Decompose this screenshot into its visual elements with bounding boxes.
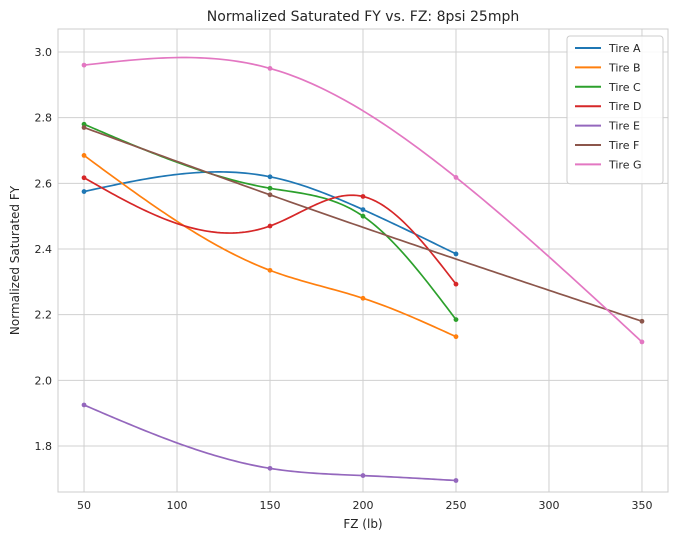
plot-frame xyxy=(57,28,669,493)
legend-label-tire-c: Tire C xyxy=(608,81,641,94)
legend-label-tire-g: Tire G xyxy=(608,158,642,171)
x-tick-label: 250 xyxy=(445,499,466,512)
data-point-tire-c xyxy=(81,121,87,127)
data-point-tire-d xyxy=(81,175,87,181)
y-axis-label: Normalized Saturated FY xyxy=(8,185,22,335)
y-tick-label: 1.8 xyxy=(35,440,53,453)
y-tick-label: 2.2 xyxy=(35,309,53,322)
data-point-tire-g xyxy=(267,66,273,71)
data-point-tire-a xyxy=(360,207,366,213)
legend: Tire A Tire B Tire C Tire D Tire E Tire F Tire… xyxy=(566,35,664,185)
chart-title: Normalized Saturated FY vs. FZ: 8psi 25m… xyxy=(207,9,519,25)
legend-label-tire-b: Tire B xyxy=(608,61,641,74)
x-tick-label: 100 xyxy=(167,499,188,512)
data-point-tire-b xyxy=(453,334,459,340)
y-tick-label: 2.4 xyxy=(35,243,53,256)
series-line-tire-f xyxy=(83,126,643,323)
data-point-tire-c xyxy=(360,213,366,219)
data-point-tire-g xyxy=(639,339,645,345)
data-point-tire-e xyxy=(453,478,459,483)
data-point-tire-a xyxy=(267,174,273,180)
data-point-tire-a xyxy=(81,189,87,194)
y-tick-label: 2.0 xyxy=(35,374,53,387)
x-tick-label: 50 xyxy=(77,499,91,512)
data-point-tire-e xyxy=(81,402,87,408)
legend-label-tire-a: Tire A xyxy=(608,42,641,55)
x-tick-label: 150 xyxy=(260,499,281,512)
x-axis-label: FZ (lb) xyxy=(343,517,382,531)
x-tick-label: 350 xyxy=(631,499,652,512)
data-point-tire-f xyxy=(639,318,645,324)
data-point-tire-c xyxy=(267,185,273,191)
data-point-tire-b xyxy=(267,267,273,273)
legend-label-tire-e: Tire E xyxy=(608,120,640,133)
data-point-tire-b xyxy=(81,153,87,158)
y-tick-label: 3.0 xyxy=(35,46,53,59)
data-point-tire-e xyxy=(360,473,366,478)
legend-label-tire-f: Tire F xyxy=(608,139,639,152)
legend-label-tire-d: Tire D xyxy=(608,100,641,113)
x-tick-label: 300 xyxy=(538,499,559,512)
legend-items: Tire A Tire B Tire C Tire D Tire E Tire F Tire… xyxy=(575,42,642,171)
legend-box xyxy=(566,35,664,185)
grid xyxy=(58,29,668,492)
data-point-tire-g xyxy=(453,175,459,180)
data-point-tire-e xyxy=(267,465,273,471)
data-point-tire-d xyxy=(267,223,273,229)
data-point-tire-d xyxy=(453,281,459,287)
series-line-tire-g xyxy=(83,56,643,343)
x-tick-label: 200 xyxy=(353,499,374,512)
data-point-tire-g xyxy=(81,62,87,68)
y-tick-label: 2.6 xyxy=(35,177,53,190)
data-point-tire-f xyxy=(81,125,87,130)
data-points xyxy=(81,62,645,483)
data-point-tire-b xyxy=(360,295,366,301)
data-point-tire-f xyxy=(267,192,273,198)
data-point-tire-d xyxy=(360,194,366,199)
data-point-tire-c xyxy=(453,317,459,323)
y-tick-label: 2.8 xyxy=(35,112,53,125)
tick-labels: 50 100 150 200 250 300 350 1.8 2.0 2.2 2.4 2.6 2.8 3.… xyxy=(35,46,653,512)
data-point-tire-a xyxy=(453,251,459,257)
